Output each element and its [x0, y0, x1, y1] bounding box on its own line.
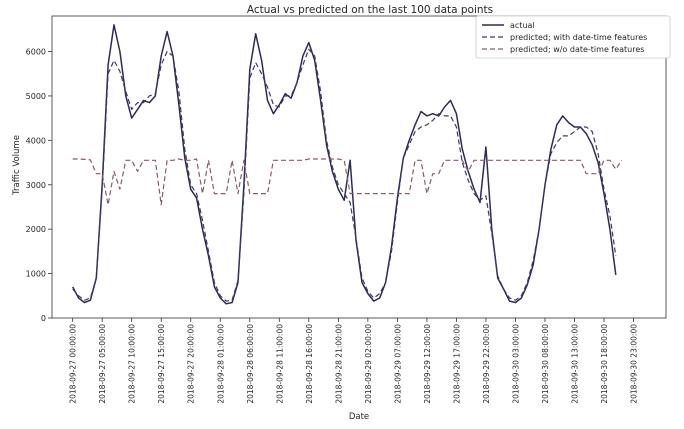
x-tick-label: 2018-09-30 03:00:00 [511, 324, 520, 404]
x-tick-label: 2018-09-30 08:00:00 [541, 324, 550, 404]
x-tick-label: 2018-09-30 13:00:00 [570, 324, 579, 404]
legend-box [475, 15, 671, 59]
x-tick-label: 2018-09-29 22:00:00 [482, 324, 491, 404]
x-tick-label: 2018-09-27 20:00:00 [187, 324, 196, 404]
series-line-1 [72, 24, 617, 305]
x-tick-label: 2018-09-27 10:00:00 [128, 324, 137, 404]
x-axis-label: Date [349, 412, 369, 422]
legend: actual predicted; with date-time features… [475, 15, 671, 59]
x-tick-label: 2018-09-27 15:00:00 [157, 324, 166, 404]
x-tick-label: 2018-09-29 07:00:00 [393, 324, 402, 404]
series-line-2 [72, 48, 617, 302]
y-axis-label: Traffic Volume [12, 135, 22, 196]
x-tick-label: 2018-09-29 17:00:00 [452, 324, 461, 404]
y-axis: 0 1000 2000 3000 4000 5000 6000 [26, 48, 52, 323]
x-tick-label: 2018-09-28 21:00:00 [334, 324, 343, 404]
x-tick-label: 2018-09-29 02:00:00 [364, 324, 373, 404]
x-tick-label: 2018-09-28 16:00:00 [305, 324, 314, 404]
plot-frame [51, 15, 667, 319]
x-axis: 2018-09-27 00:00:00 2018-09-27 05:00:00 20… [69, 318, 639, 404]
y-tick-label: 5000 [26, 92, 46, 101]
x-tick-label: 2018-09-28 01:00:00 [216, 324, 225, 404]
chart-title: Actual vs predicted on the last 100 data… [247, 4, 493, 16]
y-tick-label: 3000 [26, 181, 46, 190]
y-tick-label: 0 [41, 314, 46, 323]
legend-label-2: predicted; with date-time features [510, 33, 647, 42]
plot-area [51, 15, 667, 319]
y-tick-label: 1000 [26, 270, 46, 279]
x-tick-label: 2018-09-28 11:00:00 [275, 324, 284, 404]
y-tick-label: 2000 [26, 225, 46, 234]
legend-label-1: actual [510, 21, 535, 30]
x-tick-label: 2018-09-30 23:00:00 [630, 324, 639, 404]
x-tick-label: 2018-09-28 06:00:00 [246, 324, 255, 404]
x-tick-label: 2018-09-29 12:00:00 [423, 324, 432, 404]
x-tick-label: 2018-09-27 00:00:00 [69, 324, 78, 404]
y-tick-label: 6000 [26, 48, 46, 57]
x-tick-label: 2018-09-27 05:00:00 [98, 324, 107, 404]
x-tick-label: 2018-09-30 18:00:00 [600, 324, 609, 404]
y-tick-label: 4000 [26, 136, 46, 145]
series-line-3 [72, 158, 623, 206]
legend-label-3: predicted; w/o date-time features [510, 45, 644, 54]
